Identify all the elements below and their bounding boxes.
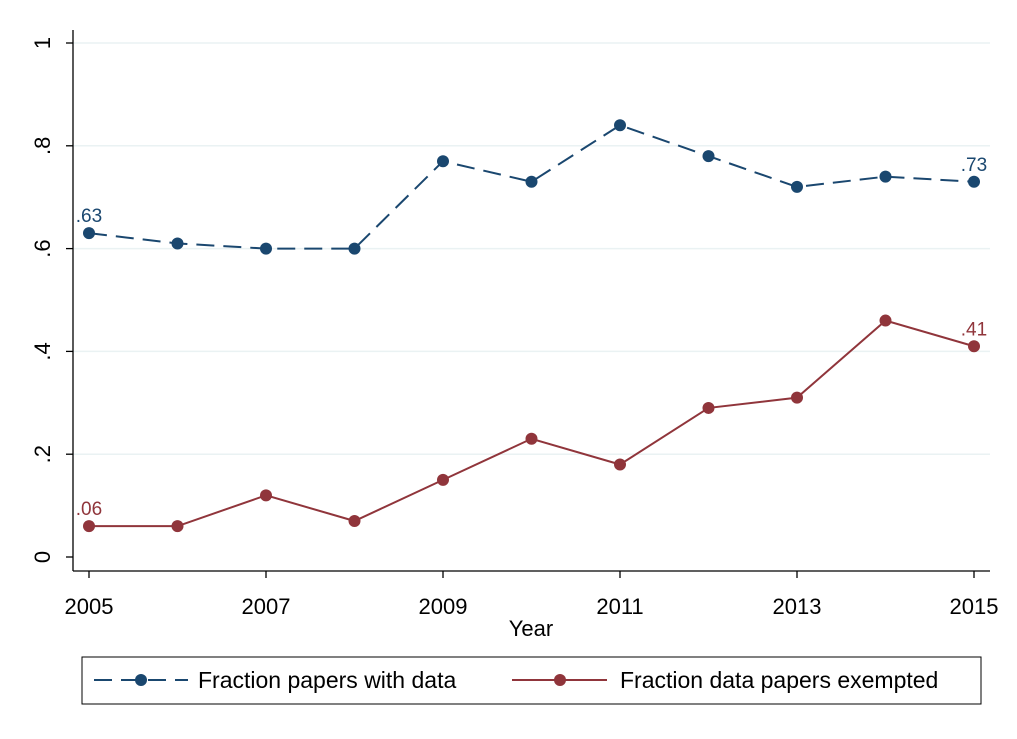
data-point (348, 515, 361, 528)
data-point (614, 458, 626, 471)
data-label: .63 (76, 206, 102, 227)
x-axis-title: Year (509, 616, 553, 641)
series-layer: .63 .73 .06 .41 (76, 119, 987, 533)
data-point (348, 242, 361, 255)
data-point (702, 401, 715, 414)
data-point (879, 314, 892, 327)
data-point (525, 432, 538, 445)
x-tick-label: 2013 (773, 594, 822, 619)
data-point (525, 175, 538, 188)
x-tick-label: 2005 (65, 594, 114, 619)
series-line (88, 124, 975, 250)
x-tick-label: 2011 (596, 594, 643, 619)
series-papers-with-data: .63 .73 (76, 119, 987, 255)
y-tick-label: 0 (30, 551, 55, 563)
axes (72, 30, 990, 572)
data-point (614, 119, 626, 132)
data-point (260, 242, 272, 255)
data-label: .06 (76, 499, 102, 520)
data-point (879, 170, 892, 183)
gridlines (73, 42, 990, 455)
y-tick-label: .2 (30, 445, 55, 463)
legend-marker-papers-exempted (554, 674, 566, 686)
data-label: .41 (961, 319, 987, 340)
data-point (702, 150, 715, 163)
y-tick-label: .6 (30, 239, 55, 257)
series-papers-exempted: .06 .41 (76, 314, 987, 533)
legend: Fraction papers with data Fraction data … (81, 656, 982, 705)
legend-marker-papers-with-data (135, 674, 147, 686)
x-tick-label: 2009 (419, 594, 468, 619)
y-tick-label: .8 (30, 137, 55, 155)
x-tick-label: 2015 (950, 594, 999, 619)
data-point (260, 489, 272, 502)
y-tick-label: 1 (30, 37, 55, 49)
data-point (437, 473, 449, 486)
data-point (171, 237, 184, 250)
data-point (83, 227, 95, 240)
data-point (83, 520, 95, 533)
legend-label-papers-with-data: Fraction papers with data (198, 667, 456, 693)
y-tick-label: .4 (30, 342, 55, 360)
y-ticks: 0 .2 .4 .6 .8 1 (30, 37, 73, 563)
data-point (791, 180, 803, 193)
data-point (791, 391, 803, 404)
data-point (968, 340, 980, 353)
data-point (437, 155, 449, 168)
data-point (968, 175, 980, 188)
x-ticks: 2005 2007 2009 2011 2013 2015 (65, 571, 999, 619)
data-label: .73 (961, 155, 987, 176)
data-point (171, 520, 184, 533)
x-tick-label: 2007 (242, 594, 291, 619)
legend-label-papers-exempted: Fraction data papers exempted (620, 667, 938, 693)
